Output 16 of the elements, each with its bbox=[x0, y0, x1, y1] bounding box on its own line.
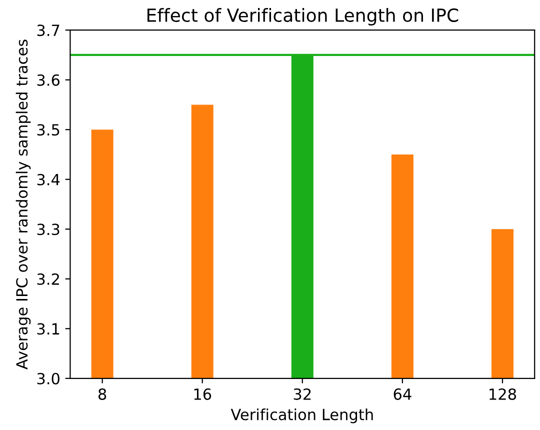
x-tick-label: 16 bbox=[194, 388, 212, 400]
y-tick-label: 3.2 bbox=[37, 273, 59, 285]
y-tick-label: 3.3 bbox=[37, 224, 60, 236]
y-axis-title: Average IPC over randomly sampled traces bbox=[16, 40, 31, 370]
y-tick-label: 3.1 bbox=[37, 323, 60, 335]
x-tick-label: 64 bbox=[394, 388, 412, 400]
y-tick-label: 3.0 bbox=[37, 372, 60, 384]
y-tick-label: 3.6 bbox=[37, 74, 60, 86]
x-axis-title: Verification Length bbox=[230, 408, 373, 424]
x-tick-label: 8 bbox=[98, 388, 106, 400]
y-tick-label: 3.7 bbox=[37, 24, 60, 36]
y-tick-label: 3.5 bbox=[37, 124, 60, 136]
x-tick-label: 32 bbox=[294, 388, 311, 400]
y-tick-label: 3.4 bbox=[37, 174, 60, 186]
chart-title: Effect of Verification Length on IPC bbox=[147, 8, 458, 26]
x-tick-label: 128 bbox=[490, 388, 516, 400]
